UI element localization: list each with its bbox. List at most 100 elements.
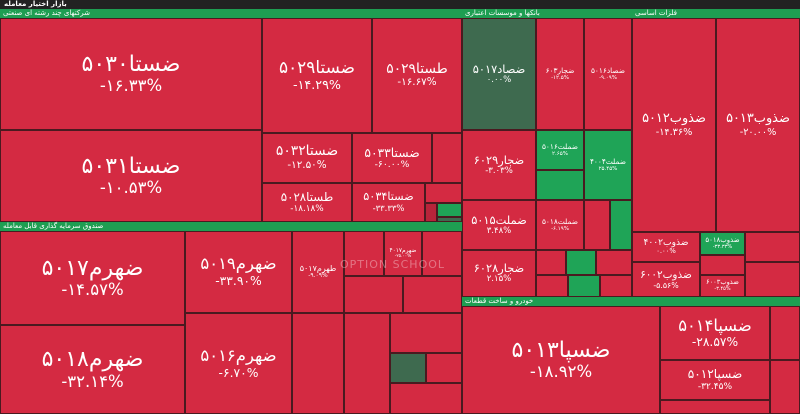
tile[interactable] [426,353,462,383]
tile-change: -۱۶.۶۷% [397,76,437,89]
tile[interactable]: ضهرم۵۰۱۷ -۱۴.۵۷% [0,231,185,325]
tile-change: -۹.۰۹% [599,75,617,82]
tile[interactable] [437,217,462,222]
tile[interactable]: ضجار۶۰۲۸ ۲.۱۵% [462,250,536,297]
tile[interactable]: ضملت۵۰۱۵ ۳.۴۸% [462,200,536,250]
tile-change: -۳۳.۳۳% [712,243,733,250]
tile[interactable] [566,250,596,275]
tile-name: ضملت۵۰۱۵ [471,212,527,227]
tile[interactable] [344,313,390,414]
tile-change: -۱۰.۵۳% [99,178,163,198]
tile-change: -۱۲.۵۰% [287,158,327,171]
tile-name: طهرم۵۰۱۷ [299,263,337,273]
tile[interactable]: ضسپا۵۰۱۴ -۲۸.۵۷% [660,306,770,360]
tile-change: -۳۲.۱۴% [61,371,124,391]
tile[interactable] [390,353,426,383]
tile[interactable]: ضذوب۵۰۱۳ -۲۰.۰۰% [716,18,800,232]
tile-name: ضذوب۵۰۱۲ [642,111,706,126]
tile[interactable]: طهرم۵۰۱۷ -۹.۰۹% [292,231,344,313]
tile[interactable]: ضستا۵۰۳۳ -۶۰.۰۰% [352,133,432,183]
tile[interactable] [700,255,745,275]
tile-change: ۲.۱۵% [486,274,512,285]
header-title: بازار اختیار معامله [4,0,67,8]
tile[interactable]: ضذوب۶۰۰۳ -۳.۴۵% [700,275,745,297]
tile-change: -۱۴.۳۶% [655,126,693,138]
tile[interactable] [596,250,632,275]
tile[interactable]: ضذوب۶۰۰۲ -۵.۵۶% [632,262,700,297]
tile-name: ضجار۶۰۲۹ [473,152,525,167]
tile[interactable]: ضصاد۵۰۱۶ -۹.۰۹% [584,18,632,130]
tile[interactable] [660,400,770,414]
tile[interactable] [425,203,437,222]
tile[interactable]: ضستا۵۰۳۱ -۱۰.۵۳% [0,130,262,222]
tile[interactable] [403,276,462,313]
tile[interactable] [432,133,462,183]
tile[interactable]: طستا۵۰۲۹ -۱۶.۶۷% [372,18,462,133]
tile[interactable] [536,170,584,200]
tile-name: ضصاد۵۰۱۶ [590,65,626,75]
tile[interactable] [770,360,800,414]
tile-name: ضملت۵۰۱۸ [541,216,579,226]
tile[interactable] [536,250,566,275]
tile[interactable]: ضجار۶۰۳ -۱۲.۵% [536,18,584,130]
tile-change: -۳.۴۵% [714,285,731,292]
tile-change: ۰.۰۰% [486,74,512,85]
tile[interactable]: ضملت۵۰۱۸ -۶.۱۹% [536,200,584,250]
tile[interactable]: ضصاد۵۰۱۷ ۰.۰۰% [462,18,536,130]
tile[interactable]: ضسپا۵۰۱۲ -۳۲.۴۵% [660,360,770,400]
section-title: صندوق سرمایه گذاری قابل معامله [3,222,104,230]
tile[interactable]: ضستا۵۰۳۰ -۱۶.۳۳% [0,18,262,130]
tile[interactable] [745,232,800,262]
tile[interactable] [610,200,632,250]
tile[interactable] [422,231,462,276]
tile[interactable] [600,275,632,297]
tile[interactable] [536,275,568,297]
tile[interactable]: ضجار۶۰۲۹ -۳.۰۳% [462,130,536,200]
tile[interactable]: ضسپا۵۰۱۳ -۱۸.۹۲% [462,306,660,414]
tile-change: -۱۴.۵۷% [61,280,124,300]
tile[interactable]: ضهرم۵۰۱۶ -۶.۷۰% [185,313,292,414]
tile[interactable]: طستا۵۰۲۸ -۱۸.۱۸% [262,183,352,222]
tile[interactable] [425,183,462,203]
tile[interactable] [770,306,800,360]
tile-change: -۶.۱۹% [551,226,569,233]
tile-name: ضستا۵۰۲۹ [278,57,356,78]
tile[interactable]: ضذوب۴۰۰۲ ۰.۰۰% [632,232,700,262]
tile[interactable] [745,262,800,297]
tile[interactable] [344,276,403,313]
tile-name: ضستا۵۰۳۳ [364,145,420,160]
tile-change: -۶.۷۰% [218,365,259,380]
tile-change: -۳۳.۹۰% [215,274,262,289]
tile[interactable] [584,200,610,250]
tile[interactable] [344,231,384,276]
tile[interactable]: ضستا۵۰۲۹ -۱۴.۲۹% [262,18,372,133]
tile[interactable]: ضذوب۵۰۱۸ -۳۳.۳۳% [700,232,745,255]
tile[interactable]: ضهرم۵۰۱۹ -۳۳.۹۰% [185,231,292,313]
tile[interactable]: ضهرم۴۰۱۷ -۲۵.۰۰% [384,231,422,276]
tile[interactable]: ضملت۵۰۱۶ ۲.۶۵% [536,130,584,170]
tile-change: -۵.۵۶% [653,281,679,290]
tile[interactable] [390,383,462,414]
tile-name: ضصاد۵۰۱۷ [472,61,526,76]
tile-name: ضستا۵۰۳۰ [81,51,181,77]
tile[interactable]: ضستا۵۰۳۲ -۱۲.۵۰% [262,133,352,183]
tile[interactable]: ضملت۴۰۰۴ ۲۵.۴۵% [584,130,632,200]
watermark: OPTION SCHOOL [340,258,446,271]
tile[interactable]: ضهرم۵۰۱۸ -۳۲.۱۴% [0,325,185,414]
tile[interactable]: ضستا۵۰۳۴ -۳۳.۳۳% [352,183,425,222]
tile-change: -۲۵.۰۰% [394,254,412,260]
section-title: شرکتهای چند رشته ای صنعتی [3,9,90,17]
tile[interactable]: ضذوب۵۰۱۲ -۱۴.۳۶% [632,18,716,232]
section-title: فلزات اساسی [635,9,677,17]
tile-name: ضهرم۵۰۱۸ [41,347,144,373]
tile-name: ضستا۵۰۳۲ [275,143,339,160]
tile-name: ضسپا۵۰۱۴ [678,315,752,335]
tile[interactable] [390,313,462,353]
section-title: بانکها و موسسات اعتباری [465,9,540,17]
header: بازار اختیار معامله [0,0,800,9]
tile[interactable] [292,313,344,414]
tile[interactable] [568,275,600,297]
tile-change: -۹.۰۹% [308,272,328,280]
tile[interactable] [437,203,462,217]
